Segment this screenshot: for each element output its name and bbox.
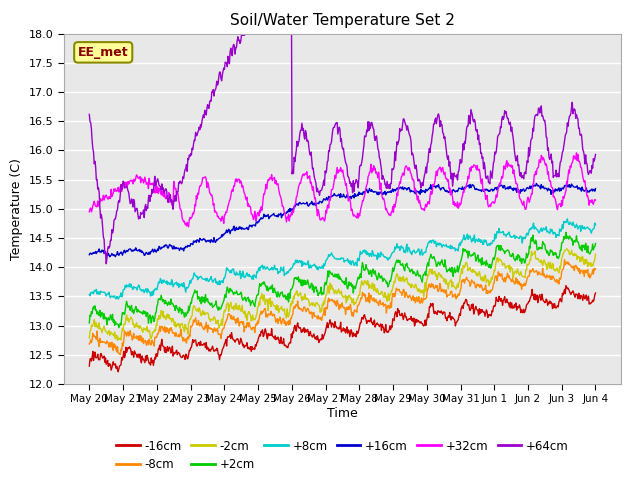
-8cm [116, 352, 124, 358]
Line: +2cm: +2cm [90, 232, 595, 328]
+32cm [86, 209, 93, 215]
+8cm [419, 252, 427, 257]
Legend: -16cm, -8cm, -2cm, +2cm, +8cm, +16cm, +32cm, +64cm: -16cm, -8cm, -2cm, +2cm, +8cm, +16cm, +3… [111, 435, 573, 476]
+16cm [225, 228, 233, 234]
-2cm [419, 287, 427, 293]
-8cm [419, 298, 427, 303]
-16cm [86, 363, 93, 369]
+16cm [106, 254, 113, 260]
+2cm [115, 325, 123, 331]
+16cm [95, 249, 102, 254]
-16cm [225, 334, 233, 339]
+64cm [405, 130, 413, 136]
+32cm [419, 206, 427, 212]
+64cm [591, 152, 599, 157]
-8cm [199, 325, 207, 331]
-2cm [225, 302, 233, 308]
Line: +8cm: +8cm [90, 219, 595, 299]
+2cm [591, 240, 599, 246]
+8cm [199, 276, 207, 282]
-8cm [147, 342, 155, 348]
+2cm [404, 265, 412, 271]
+2cm [147, 320, 155, 326]
+64cm [95, 185, 102, 191]
-2cm [563, 246, 570, 252]
-16cm [562, 283, 570, 288]
+32cm [185, 224, 193, 230]
+2cm [199, 299, 207, 305]
+8cm [591, 222, 599, 228]
+32cm [199, 175, 207, 180]
+8cm [86, 291, 93, 297]
+16cm [147, 249, 155, 255]
+16cm [532, 180, 540, 186]
Line: -2cm: -2cm [90, 249, 595, 340]
-2cm [114, 337, 122, 343]
-8cm [591, 266, 599, 272]
+64cm [86, 111, 93, 117]
+32cm [95, 203, 102, 209]
-16cm [115, 369, 122, 374]
+2cm [562, 229, 570, 235]
-2cm [199, 308, 207, 313]
Line: -16cm: -16cm [90, 286, 595, 372]
-16cm [95, 357, 102, 362]
+16cm [86, 252, 93, 258]
-16cm [419, 323, 427, 328]
-16cm [199, 342, 207, 348]
+64cm [420, 177, 428, 182]
+32cm [591, 197, 599, 203]
-16cm [147, 355, 155, 361]
Text: EE_met: EE_met [78, 46, 129, 59]
+2cm [225, 288, 233, 294]
-8cm [225, 311, 233, 317]
+64cm [199, 115, 207, 120]
+8cm [115, 296, 122, 302]
-8cm [404, 295, 412, 300]
+16cm [591, 186, 599, 192]
+2cm [419, 272, 427, 278]
X-axis label: Time: Time [327, 407, 358, 420]
+32cm [404, 168, 412, 173]
+2cm [86, 320, 93, 326]
+8cm [225, 268, 233, 274]
+64cm [147, 193, 155, 199]
+16cm [419, 189, 427, 194]
-8cm [86, 341, 93, 347]
+64cm [225, 61, 233, 67]
-2cm [147, 336, 155, 341]
Title: Soil/Water Temperature Set 2: Soil/Water Temperature Set 2 [230, 13, 455, 28]
Line: +32cm: +32cm [90, 153, 595, 227]
+16cm [404, 186, 412, 192]
Y-axis label: Temperature (C): Temperature (C) [10, 158, 23, 260]
+32cm [573, 150, 580, 156]
+8cm [95, 291, 102, 297]
+32cm [147, 181, 154, 187]
-16cm [404, 316, 412, 322]
+16cm [199, 237, 207, 242]
+8cm [563, 216, 571, 222]
-2cm [404, 281, 412, 287]
+8cm [147, 289, 155, 295]
-2cm [86, 335, 93, 341]
Line: -8cm: -8cm [90, 260, 595, 355]
-8cm [95, 338, 102, 344]
+64cm [102, 261, 110, 266]
Line: +16cm: +16cm [90, 183, 595, 257]
+32cm [225, 198, 233, 204]
+8cm [404, 244, 412, 250]
-8cm [561, 257, 568, 263]
-2cm [591, 252, 599, 257]
-16cm [591, 290, 599, 296]
-2cm [95, 326, 102, 332]
+2cm [95, 312, 102, 318]
Line: +64cm: +64cm [90, 0, 595, 264]
